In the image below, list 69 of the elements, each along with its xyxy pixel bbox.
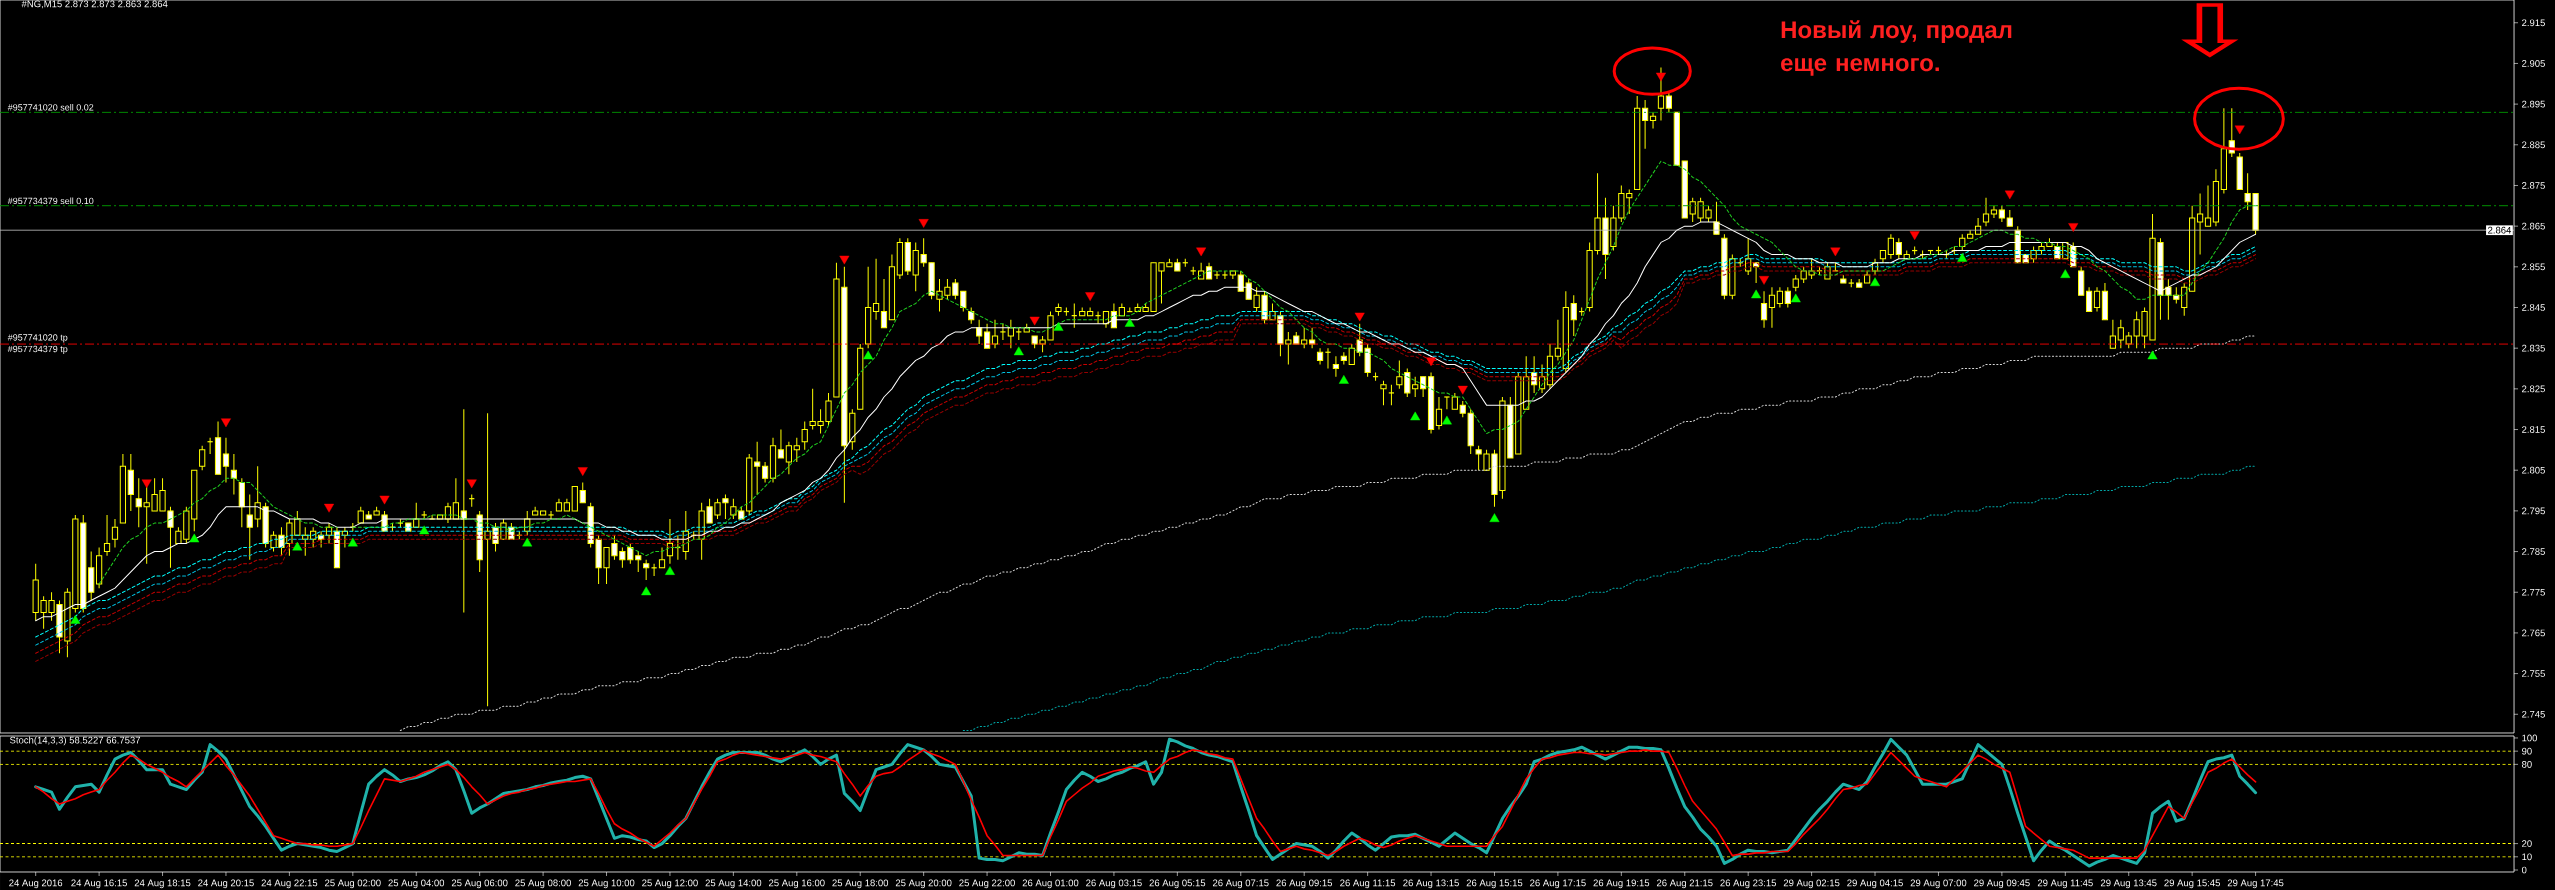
y-tick-label: 2.835 [2522,344,2545,352]
y-tick-label: 10 [2522,853,2532,861]
y-tick-label: 2.745 [2522,710,2545,718]
x-tick-label: 25 Aug 06:00 [451,879,508,889]
x-tick-label: 26 Aug 01:00 [1022,879,1079,889]
x-tick-label: 26 Aug 07:15 [1212,879,1269,889]
y-tick-label: 80 [2521,761,2532,768]
ref-line-label: #957741020 sell 0.02 [7,103,94,111]
ref-line-label: #957734379 sell 0.10 [7,197,94,205]
y-tick-label: 2.765 [2522,629,2545,637]
x-tick-label: 26 Aug 11:15 [1340,879,1396,889]
x-tick-label: 25 Aug 08:00 [515,879,571,889]
x-tick-label: 29 Aug 15:45 [2164,879,2221,889]
y-tick-label: 2.815 [2522,426,2545,433]
x-tick-label: 25 Aug 22:00 [959,879,1015,889]
x-tick-label: 24 Aug 18:15 [134,879,191,889]
x-tick-label: 26 Aug 05:15 [1149,879,1206,889]
y-tick-label: 2.845 [2522,304,2545,311]
chart-title: Stoch(14,3,3) 58.5227 66.7537 [9,736,141,746]
ref-line-label: 2.864 [2488,226,2512,234]
y-tick-label: 2.795 [2522,507,2545,515]
y-tick-label: 2.855 [2522,263,2545,271]
y-tick-label: 2.785 [2522,548,2545,555]
annotation: #957734379 tp [7,345,68,354]
x-tick-label: 25 Aug 12:00 [642,879,698,889]
x-tick-label: 26 Aug 15:15 [1466,879,1523,889]
annotation: Новый лоу, продал еще немного. [1781,20,2012,76]
y-tick-label: 20 [2522,840,2532,847]
x-tick-label: 24 Aug 2016 [9,879,63,889]
y-tick-label: 2.825 [2522,385,2545,393]
x-tick-label: 29 Aug 04:15 [1847,879,1903,889]
x-tick-label: 26 Aug 03:15 [1086,879,1142,889]
y-tick-label: 2.775 [2522,588,2545,596]
y-tick-label: 2.915 [2522,19,2545,27]
y-tick-label: 2.895 [2522,100,2545,108]
x-tick-label: 24 Aug 22:15 [261,879,318,889]
y-tick-label: 90 [2522,747,2532,755]
y-tick-label: 2.875 [2522,182,2545,189]
x-tick-label: 26 Aug 13:15 [1403,879,1459,889]
x-tick-label: 25 Aug 10:00 [578,879,635,889]
x-tick-label: 29 Aug 02:15 [1783,879,1840,889]
y-tick-label: 2.865 [2522,222,2545,230]
x-tick-label: 29 Aug 17:45 [2227,879,2284,889]
y-tick-label: 2.805 [2522,466,2545,474]
x-tick-label: 24 Aug 16:15 [71,879,127,889]
chart-title: #NG,M15 2.873 2.873 2.863 2.864 [21,0,168,9]
x-tick-label: 25 Aug 14:00 [705,879,762,889]
x-tick-label: 26 Aug 09:15 [1276,879,1333,889]
y-tick-label: 100 [2522,734,2538,742]
y-tick-label: 2.905 [2522,60,2545,67]
x-tick-label: 26 Aug 17:15 [1530,879,1586,889]
y-tick-label: 2.755 [2522,670,2545,677]
x-tick-label: 29 Aug 09:45 [1974,879,2030,889]
x-tick-label: 25 Aug 16:00 [769,879,825,889]
x-tick-label: 24 Aug 20:15 [198,879,254,889]
x-tick-label: 26 Aug 23:15 [1720,879,1777,889]
y-tick-label: 2.885 [2522,141,2545,149]
y-tick-label: 0 [2521,866,2527,874]
annotation: ⇩ [2181,3,2239,58]
x-tick-label: 29 Aug 07:00 [1910,879,1967,889]
x-tick-label: 29 Aug 11:45 [2037,879,2093,889]
x-tick-label: 25 Aug 04:00 [388,879,445,889]
x-tick-label: 29 Aug 13:45 [2100,879,2157,889]
x-tick-label: 25 Aug 20:00 [895,879,952,889]
ref-line-label: #957741020 tp [7,334,68,343]
x-tick-label: 25 Aug 18:00 [832,879,889,889]
x-tick-label: 25 Aug 02:00 [325,879,381,889]
x-tick-label: 26 Aug 21:15 [1656,879,1713,889]
x-tick-label: 26 Aug 19:15 [1593,879,1650,889]
